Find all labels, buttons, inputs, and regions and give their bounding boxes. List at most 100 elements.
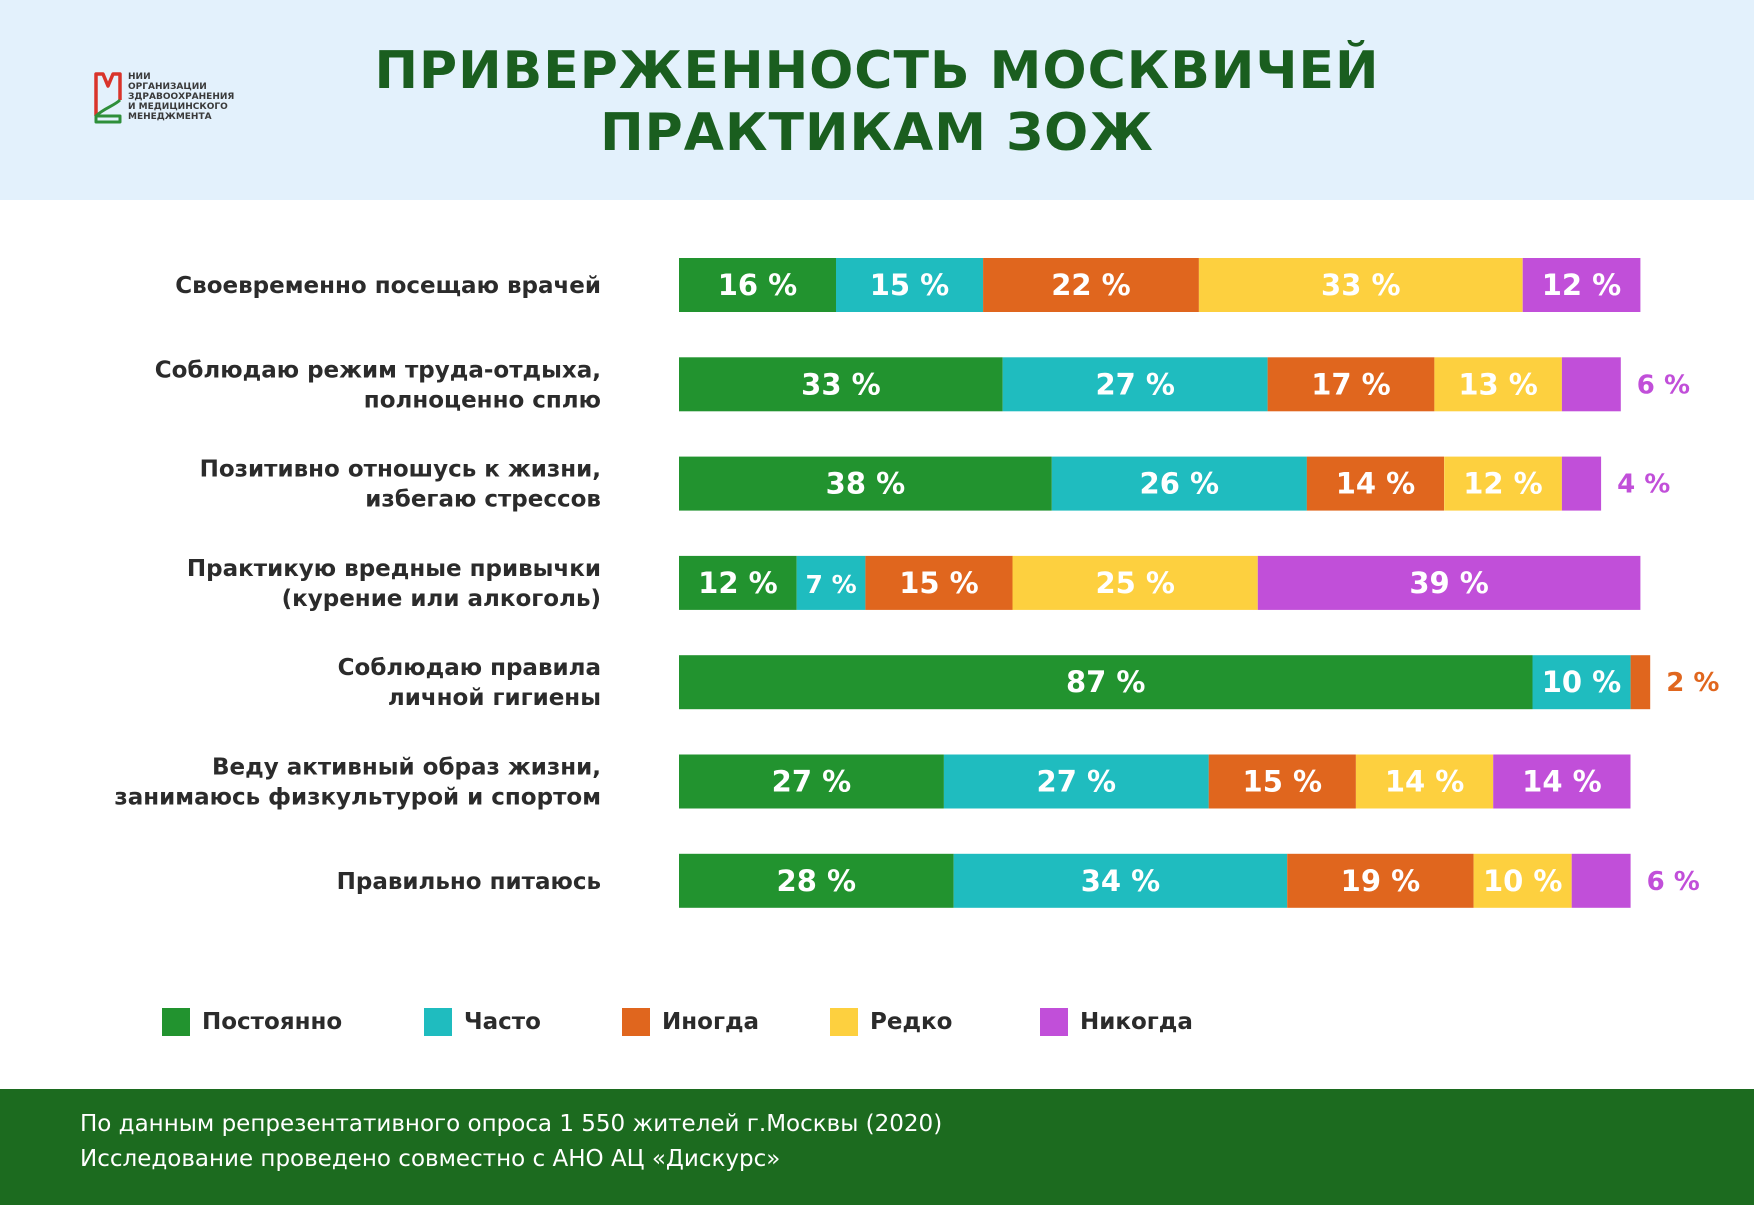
data-label: 34 % [1081, 864, 1161, 898]
data-label: 87 % [1066, 665, 1146, 699]
category-label: полноценно сплю [364, 387, 601, 413]
footer-line-1: По данным репрезентативного опроса 1 550… [80, 1111, 943, 1137]
category-label: Правильно питаюсь [337, 869, 601, 895]
data-label: 16 % [718, 268, 798, 302]
bar-segment [1257, 555, 1641, 610]
category-label: Своевременно посещаю врачей [175, 273, 601, 299]
data-label: 33 % [1321, 268, 1401, 302]
legend-swatch [1040, 1008, 1068, 1036]
category-label: Практикую вредные привычки [187, 556, 601, 582]
legend-item-postoyanno: Постоянно [162, 1005, 342, 1039]
legend-item-nikogda: Никогда [1040, 1005, 1193, 1039]
data-label: 10 % [1483, 864, 1563, 898]
data-label: 33 % [801, 367, 881, 401]
data-label: 28 % [777, 864, 857, 898]
logo-line: И МЕДИЦИНСКОГО [128, 102, 228, 112]
logo-line: ОРГАНИЗАЦИИ [128, 82, 207, 92]
category-label: Соблюдаю правила [338, 655, 601, 681]
data-label: 2 % [1666, 668, 1719, 698]
title-line-1: ПРИВЕРЖЕННОСТЬ МОСКВИЧЕЙ [374, 41, 1380, 101]
bar-segment [1306, 456, 1445, 511]
legend-label: Постоянно [202, 1009, 343, 1035]
bar-segment [1561, 456, 1602, 511]
data-label: 27 % [772, 765, 852, 799]
data-label: 14 % [1385, 765, 1465, 799]
bar-segment [1532, 655, 1631, 710]
data-label: 6 % [1637, 370, 1690, 400]
bar-segment [1012, 555, 1258, 610]
bar-segment [1198, 258, 1523, 312]
bar-segment [1571, 853, 1631, 908]
legend-label: Иногда [662, 1009, 760, 1035]
data-label: 27 % [1037, 765, 1117, 799]
data-label: 38 % [826, 467, 906, 501]
page-title: ПРИВЕРЖЕННОСТЬ МОСКВИЧЕЙ ПРАКТИКАМ ЗОЖ [0, 40, 1754, 164]
bar-segment [836, 258, 984, 312]
bar-segment [865, 555, 1013, 610]
legend-item-inogda: Иногда [622, 1005, 759, 1039]
category-label: (курение или алкоголь) [282, 586, 601, 612]
bar-segment [1473, 853, 1572, 908]
logo-text: НИИ ОРГАНИЗАЦИИ ЗДРАВООХРАНЕНИЯ И МЕДИЦИ… [128, 72, 278, 122]
data-label: 27 % [1095, 367, 1175, 401]
legend-swatch [162, 1008, 190, 1036]
data-label: 39 % [1409, 566, 1489, 600]
data-label: 15 % [1243, 765, 1323, 799]
data-label: 12 % [1463, 467, 1543, 501]
footer-band: По данным репрезентативного опроса 1 550… [0, 1089, 1754, 1205]
bar-segment [1444, 456, 1562, 511]
footer-text: По данным репрезентативного опроса 1 550… [80, 1107, 942, 1177]
data-label: 22 % [1051, 268, 1131, 302]
category-label: личной гигиены [388, 685, 601, 711]
bar-segment [679, 655, 1533, 710]
data-label: 7 % [806, 570, 857, 599]
category-label: Соблюдаю режим труда-отдыха, [155, 357, 601, 383]
bar-segment [1002, 357, 1268, 412]
legend-swatch [830, 1008, 858, 1036]
bar-segment [1208, 754, 1356, 809]
bar-segment [1522, 258, 1641, 312]
logo: НИИ ОРГАНИЗАЦИИ ЗДРАВООХРАНЕНИЯ И МЕДИЦИ… [94, 70, 254, 130]
bar-segment [943, 754, 1209, 809]
data-label: 12 % [698, 566, 778, 600]
logo-line: МЕНЕДЖМЕНТА [128, 112, 212, 122]
bar-segment [679, 555, 797, 610]
legend-swatch [622, 1008, 650, 1036]
category-label: Веду активный образ жизни, [212, 755, 601, 781]
bar-segment [983, 258, 1199, 312]
bar-segment [1630, 655, 1651, 710]
logo-line: ЗДРАВООХРАНЕНИЯ [128, 92, 235, 102]
legend-item-redko: Редко [830, 1005, 952, 1039]
bar-segment [679, 456, 1052, 511]
data-label: 13 % [1458, 367, 1538, 401]
bar-segment [1561, 357, 1621, 412]
category-label: избегаю стрессов [365, 487, 601, 513]
logo-line: НИИ [128, 72, 151, 82]
legend-item-chasto: Часто [424, 1005, 541, 1039]
bar-segment [1434, 357, 1562, 412]
category-label: Позитивно отношусь к жизни, [200, 457, 601, 483]
bar-segment [1355, 754, 1494, 809]
bar-segment [679, 754, 944, 809]
bar-segment [1287, 853, 1474, 908]
footer-line-2: Исследование проведено совместно с АНО А… [80, 1146, 781, 1172]
bar-segment [1267, 357, 1435, 412]
data-label: 19 % [1341, 864, 1421, 898]
legend-swatch [424, 1008, 452, 1036]
data-label: 10 % [1542, 665, 1622, 699]
bar-segment [1493, 754, 1631, 809]
data-label: 4 % [1617, 470, 1670, 500]
stacked-bar-chart: Своевременно посещаю врачей 16 % 15 % 22 % 3… [114, 258, 1719, 908]
bar-segment [679, 357, 1003, 412]
data-label: 26 % [1140, 467, 1220, 501]
data-label: 14 % [1336, 467, 1416, 501]
data-label: 15 % [870, 268, 950, 302]
bar-segment [953, 853, 1288, 908]
title-line-2: ПРАКТИКАМ ЗОЖ [600, 103, 1154, 163]
legend-label: Никогда [1080, 1009, 1193, 1035]
data-label: 25 % [1095, 566, 1175, 600]
data-label: 6 % [1647, 867, 1700, 897]
data-label: 14 % [1522, 765, 1602, 799]
logo-mark-icon [94, 72, 122, 124]
category-label: занимаюсь физкультурой и спортом [114, 785, 601, 811]
